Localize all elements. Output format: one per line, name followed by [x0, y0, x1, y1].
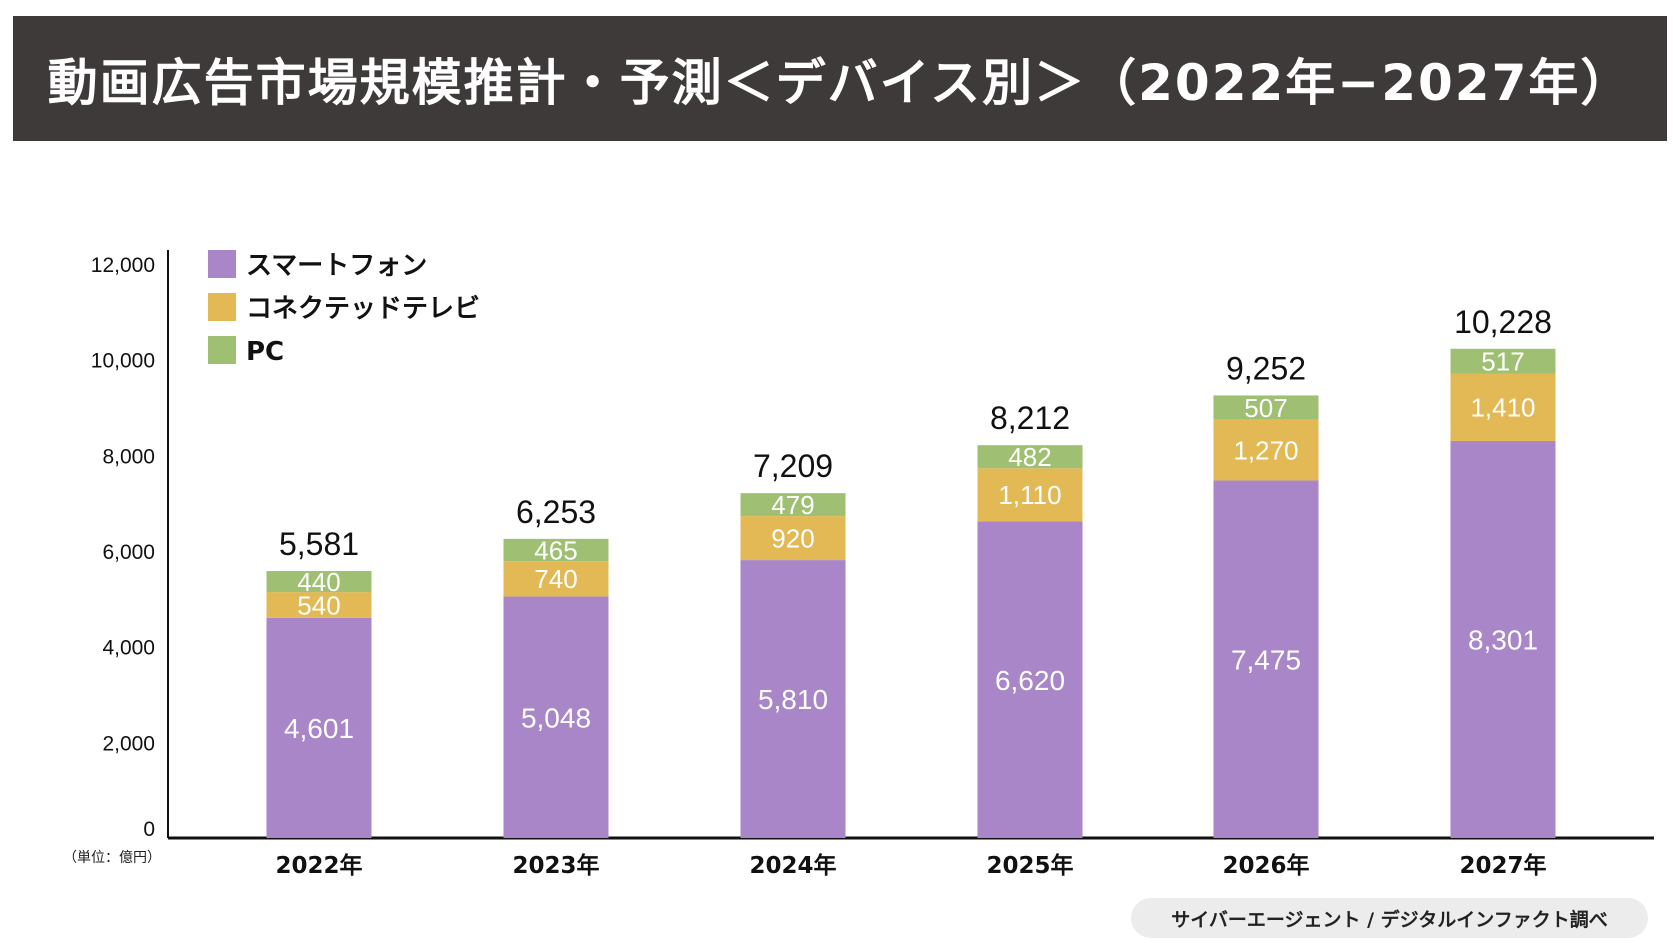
- data-label: 5,810: [758, 684, 828, 715]
- data-label: 465: [534, 535, 577, 565]
- source-text: サイバーエージェント / デジタルインファクト調べ: [1171, 908, 1608, 931]
- data-label: 517: [1481, 346, 1524, 376]
- data-label: 1,410: [1470, 393, 1535, 423]
- bar-segment: [977, 468, 1083, 522]
- x-tick-label: 2025年: [986, 852, 1073, 879]
- title-bar: 動画広告市場規模推計・予測＜デバイス別＞（2022年−2027年）: [13, 16, 1667, 141]
- y-tick-label: 6,000: [102, 541, 155, 564]
- x-tick-label: 2027年: [1459, 852, 1546, 879]
- bar-segment: [977, 445, 1083, 469]
- legend-label: PC: [246, 337, 284, 367]
- bar-segment: [977, 521, 1083, 838]
- y-tick-label: 4,000: [102, 637, 155, 660]
- y-tick-label: 0: [143, 818, 155, 841]
- data-label: 920: [771, 523, 814, 553]
- bar-segment: [1450, 440, 1556, 838]
- bar-segment: [740, 516, 846, 561]
- data-label: 540: [297, 590, 340, 620]
- bar-segment: [503, 596, 609, 838]
- bar-segment: [1213, 419, 1319, 481]
- legend-swatch: [208, 250, 236, 278]
- bar-segment: [1450, 348, 1556, 374]
- chart-title: 動画広告市場規模推計・予測＜デバイス別＞（2022年−2027年）: [47, 53, 1633, 112]
- total-label: 9,252: [1226, 350, 1306, 386]
- x-tick-label: 2026年: [1222, 852, 1309, 879]
- legend-swatch: [208, 293, 236, 321]
- bar-segment: [266, 592, 372, 618]
- total-label: 7,209: [753, 448, 833, 484]
- bar-segment: [266, 617, 372, 838]
- legend-label: スマートフォン: [246, 251, 427, 281]
- x-tick-label: 2022年: [275, 852, 362, 879]
- bar-segment: [503, 561, 609, 597]
- x-tick-label: 2024年: [749, 852, 836, 879]
- bar-segment: [740, 493, 846, 517]
- bar-segment: [1213, 480, 1319, 838]
- data-label: 482: [1008, 442, 1051, 472]
- bar-segment: [503, 538, 609, 562]
- data-label: 6,620: [995, 665, 1065, 696]
- total-label: 8,212: [990, 400, 1070, 436]
- bar-segment: [1213, 395, 1319, 420]
- total-label: 10,228: [1454, 304, 1552, 340]
- data-label: 440: [297, 567, 340, 597]
- total-label: 5,581: [279, 526, 359, 562]
- data-label: 479: [771, 490, 814, 520]
- data-label: 1,110: [998, 480, 1061, 510]
- bar-segment: [1450, 373, 1556, 441]
- bar-segment: [740, 560, 846, 838]
- source-badge: サイバーエージェント / デジタルインファクト調べ: [1131, 898, 1648, 938]
- x-tick-label: 2023年: [512, 852, 599, 879]
- data-label: 1,270: [1233, 435, 1298, 465]
- total-label: 6,253: [516, 494, 596, 530]
- bar-segment: [266, 571, 372, 593]
- data-label: 7,475: [1231, 644, 1301, 675]
- y-tick-label: 2,000: [102, 732, 155, 755]
- legend-label: コネクテッドテレビ: [246, 294, 480, 324]
- legend-swatch: [208, 336, 236, 364]
- data-label: 507: [1244, 393, 1287, 423]
- data-label: 4,601: [284, 713, 354, 744]
- data-label: 740: [534, 564, 577, 594]
- data-label: 5,048: [521, 702, 591, 733]
- y-tick-label: 10,000: [91, 350, 155, 373]
- unit-label: （単位：億円）: [63, 850, 161, 866]
- y-tick-label: 12,000: [91, 254, 155, 277]
- y-tick-label: 8,000: [102, 445, 155, 468]
- data-label: 8,301: [1468, 625, 1538, 656]
